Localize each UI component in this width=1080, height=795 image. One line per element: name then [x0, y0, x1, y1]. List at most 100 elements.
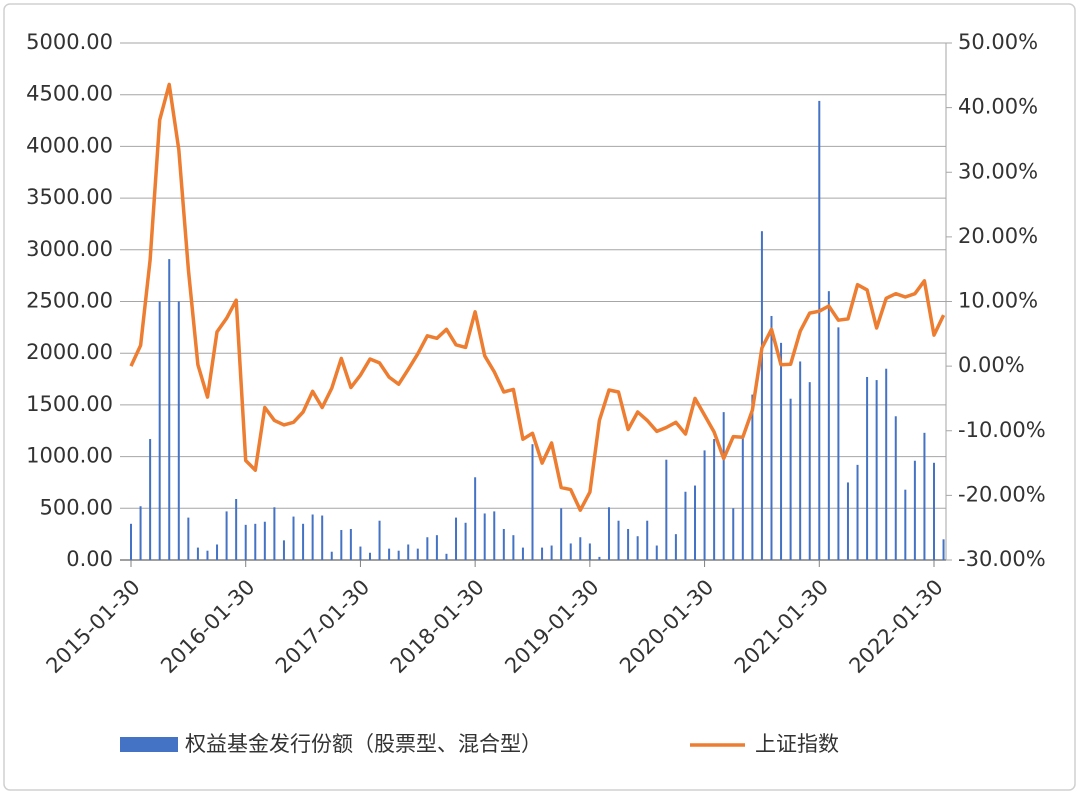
bar: [493, 511, 496, 560]
y2-tick-label: 20.00%: [958, 224, 1038, 248]
bar: [732, 508, 735, 560]
bar: [455, 517, 458, 560]
bar: [196, 547, 199, 560]
bar: [741, 435, 744, 560]
bar: [770, 315, 773, 560]
bar: [866, 376, 869, 560]
bar: [789, 398, 792, 560]
bar: [149, 439, 152, 560]
bar: [818, 100, 821, 561]
bar: [330, 551, 333, 560]
y2-tick-label: 50.00%: [958, 30, 1038, 54]
bar: [913, 460, 916, 560]
bar: [216, 544, 219, 560]
bar: [655, 545, 658, 560]
bar: [445, 553, 448, 560]
bar: [808, 382, 811, 560]
bar: [435, 535, 438, 560]
y-tick-label: 2000.00: [26, 340, 113, 364]
bar: [426, 537, 429, 560]
y2-tick-label: 10.00%: [958, 289, 1038, 313]
bar: [665, 459, 668, 560]
y-tick-label: 1500.00: [26, 392, 113, 416]
bar: [254, 523, 257, 560]
x-tick-label: 2016-01-30: [156, 575, 259, 678]
bar: [933, 462, 935, 560]
bar: [474, 477, 477, 560]
bar: [722, 412, 725, 560]
bar: [827, 291, 830, 560]
bar: [617, 520, 620, 560]
y2-tick-label: -30.00%: [958, 547, 1046, 571]
bar: [292, 516, 295, 560]
bar: [923, 432, 926, 560]
bar: [225, 511, 228, 560]
bar: [416, 548, 419, 560]
y-tick-label: 4000.00: [26, 133, 113, 157]
bar: [636, 536, 639, 560]
legend-swatch: [120, 737, 178, 752]
bar: [703, 450, 706, 560]
y-tick-label: 0.00: [66, 547, 113, 571]
bar: [942, 539, 945, 560]
y-tick-label: 1000.00: [26, 444, 113, 468]
bar: [531, 444, 534, 560]
bar: [627, 528, 630, 560]
bar: [751, 394, 754, 560]
y2-tick-label: -10.00%: [958, 418, 1046, 442]
x-tick-label: 2018-01-30: [386, 575, 489, 678]
bar: [598, 556, 601, 560]
y2-tick-label: -20.00%: [958, 482, 1046, 506]
bar: [483, 513, 486, 560]
bar: [464, 522, 467, 560]
bar: [397, 550, 400, 560]
bar: [158, 301, 161, 560]
legend-label: 上证指数: [755, 732, 839, 756]
bar: [187, 517, 190, 560]
bar: [846, 482, 849, 560]
bar: [168, 259, 171, 560]
bar: [244, 524, 247, 560]
bar: [684, 491, 687, 560]
bar: [760, 231, 763, 561]
legend-label: 权益基金发行份额（股票型、混合型）: [185, 732, 542, 756]
y-tick-label: 4500.00: [26, 82, 113, 106]
bar: [780, 342, 783, 560]
x-tick-label: 2015-01-30: [42, 575, 145, 678]
line: [129, 82, 946, 512]
bar: [799, 361, 802, 560]
bar: [569, 543, 572, 560]
bar: [521, 547, 524, 560]
y-tick-label: 500.00: [40, 495, 113, 519]
y2-tick-label: 40.00%: [958, 95, 1038, 119]
y-tick-label: 3500.00: [26, 185, 113, 209]
bar: [856, 464, 859, 560]
bar: [235, 498, 238, 560]
bar: [349, 528, 352, 560]
bar: [378, 520, 381, 560]
bar: [713, 439, 716, 560]
y-tick-label: 5000.00: [26, 30, 113, 54]
bar: [502, 528, 505, 560]
bar: [875, 380, 878, 560]
bar: [177, 301, 180, 560]
bar: [139, 506, 142, 560]
bar: [904, 489, 907, 560]
bar: [894, 416, 897, 560]
bar: [340, 530, 343, 560]
bar: [560, 508, 563, 560]
bar: [541, 547, 544, 560]
y-tick-label: 3000.00: [26, 237, 113, 261]
bar: [273, 507, 276, 560]
bar: [694, 485, 697, 560]
bar: [885, 368, 888, 560]
x-tick-label: 2017-01-30: [271, 575, 374, 678]
bar: [302, 523, 305, 560]
bar: [646, 520, 649, 560]
x-tick-label: 2019-01-30: [500, 575, 603, 678]
y2-tick-label: 30.00%: [958, 159, 1038, 183]
bar: [674, 534, 677, 560]
y2-tick-label: 0.00%: [958, 353, 1025, 377]
bar: [388, 548, 391, 560]
